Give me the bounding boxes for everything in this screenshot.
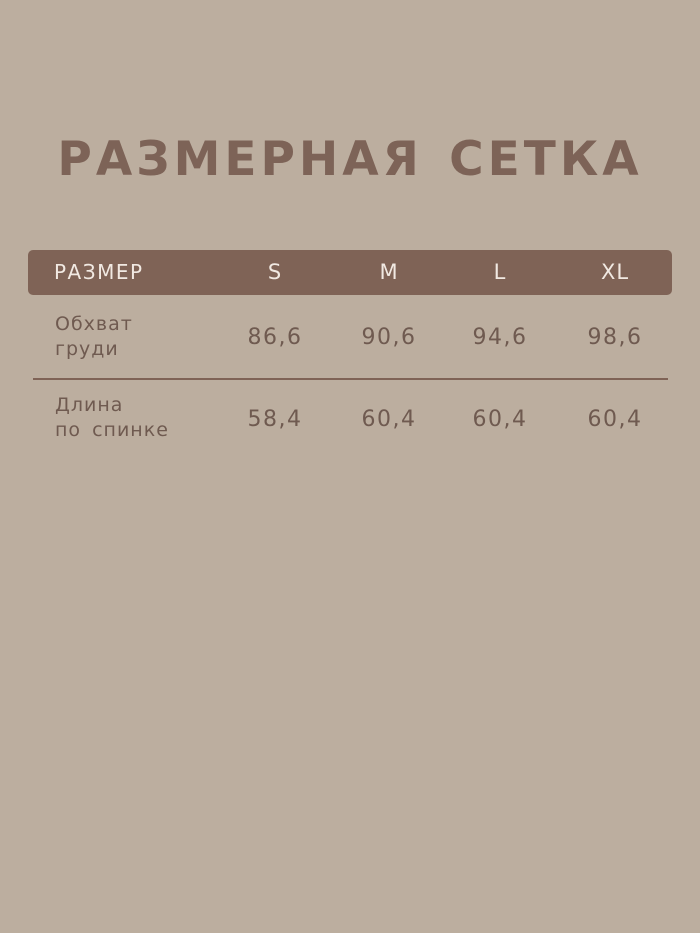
row-label: Длина по спинке <box>55 393 169 443</box>
value-cell: 58,4 <box>247 407 303 432</box>
row-label-line: по спинке <box>55 419 169 441</box>
row-label-line: груди <box>55 338 119 360</box>
size-s: S <box>267 260 283 284</box>
row-divider <box>33 378 668 380</box>
value-cell: 94,6 <box>472 325 528 350</box>
size-l: L <box>493 260 507 284</box>
size-xl: XL <box>600 260 630 284</box>
header-label: РАЗМЕР <box>54 260 144 284</box>
value-cell: 98,6 <box>587 325 643 350</box>
value-cell: 86,6 <box>247 325 303 350</box>
page-title: РАЗМЕРНАЯ СЕТКА <box>57 132 643 187</box>
value-cell: 60,4 <box>361 407 417 432</box>
row-label: Обхват груди <box>55 312 133 362</box>
row-label-line: Обхват <box>55 313 133 335</box>
row-label-line: Длина <box>55 394 124 416</box>
value-cell: 60,4 <box>472 407 528 432</box>
value-cell: 90,6 <box>361 325 417 350</box>
size-m: M <box>379 260 399 284</box>
table-header: РАЗМЕР S M L XL <box>28 250 672 295</box>
value-cell: 60,4 <box>587 407 643 432</box>
